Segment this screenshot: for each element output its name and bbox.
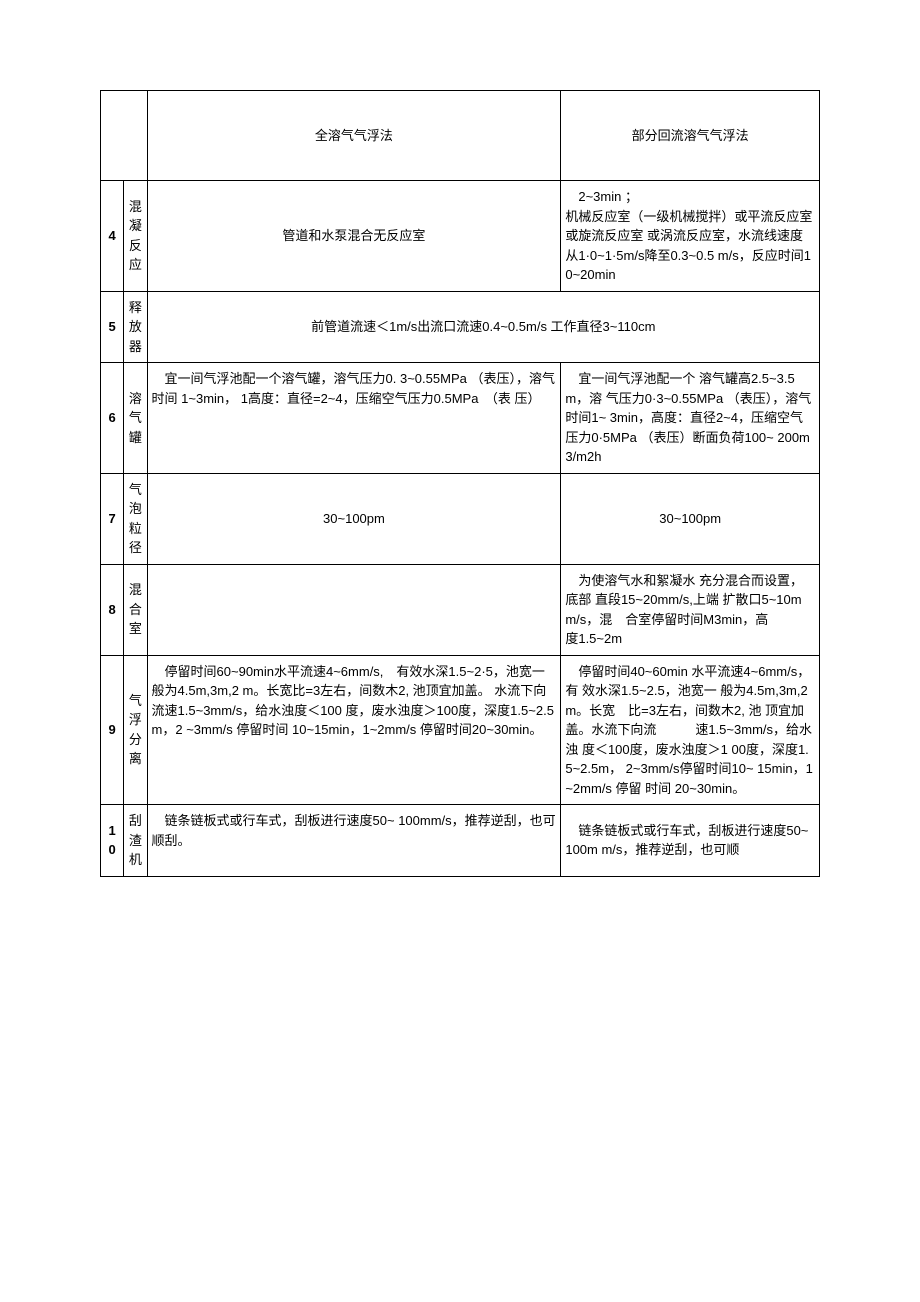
header-row: 全溶气气浮法 部分回流溶气气浮法 [101, 91, 820, 181]
row-m2: 30~100pm [561, 473, 820, 564]
row-name: 释放器 [124, 291, 147, 363]
row-name: 气泡粒径 [124, 473, 147, 564]
table-row: 6 溶气罐 宜一间气浮池配一个溶气罐，溶气压力0. 3~0.55MPa （表压）… [101, 363, 820, 474]
row-num: 7 [101, 473, 124, 564]
row-m2: 宜一间气浮池配一个 溶气罐高2.5~3.5m，溶 气压力0·3~0.55MPa … [561, 363, 820, 474]
row-name: 溶气罐 [124, 363, 147, 474]
row-m1: 停留时间60~90min水平流速4~6mm/s, 有效水深1.5~2·5，池宽一… [147, 655, 561, 805]
header-blank [101, 91, 148, 181]
table-row: 7 气泡粒径 30~100pm 30~100pm [101, 473, 820, 564]
row-m2: 链条链板式或行车式，刮板进行速度50~100m m/s，推荐逆刮，也可顺 [561, 805, 820, 877]
table-row: 4 混凝反应 管道和水泵混合无反应室 2~3min ； 机械反应室（一级机械搅拌… [101, 181, 820, 292]
row-num: 10 [101, 805, 124, 877]
row-name: 刮渣机 [124, 805, 147, 877]
row-name: 混凝反应 [124, 181, 147, 292]
row-m1: 管道和水泵混合无反应室 [147, 181, 561, 292]
row-m1: 30~100pm [147, 473, 561, 564]
table-row: 8 混合室 为使溶气水和絮凝水 充分混合而设置，底部 直段15~20mm/s,上… [101, 564, 820, 655]
row-name: 气浮 分离 [124, 655, 147, 805]
table-row: 5 释放器 前管道流速＜1m/s出流口流速0.4~0.5m/s 工作直径3~11… [101, 291, 820, 363]
row-m2: 2~3min ； 机械反应室（一级机械搅拌）或平流反应室或旋流反应室 或涡流反应… [561, 181, 820, 292]
row-num: 5 [101, 291, 124, 363]
header-method1: 全溶气气浮法 [147, 91, 561, 181]
row-m2: 为使溶气水和絮凝水 充分混合而设置，底部 直段15~20mm/s,上端 扩散口5… [561, 564, 820, 655]
row-m1: 链条链板式或行车式，刮板进行速度50~ 100mm/s，推荐逆刮，也可顺刮。 [147, 805, 561, 877]
row-m2: 停留时间40~60min 水平流速4~6mm/s，有 效水深1.5~2.5，池宽… [561, 655, 820, 805]
row-m1: 宜一间气浮池配一个溶气罐，溶气压力0. 3~0.55MPa （表压），溶气时间 … [147, 363, 561, 474]
row-num: 8 [101, 564, 124, 655]
row-merged: 前管道流速＜1m/s出流口流速0.4~0.5m/s 工作直径3~110cm [147, 291, 819, 363]
row-num: 9 [101, 655, 124, 805]
row-name: 混合室 [124, 564, 147, 655]
table-row: 10 刮渣机 链条链板式或行车式，刮板进行速度50~ 100mm/s，推荐逆刮，… [101, 805, 820, 877]
row-num: 6 [101, 363, 124, 474]
header-method2: 部分回流溶气气浮法 [561, 91, 820, 181]
comparison-table: 全溶气气浮法 部分回流溶气气浮法 4 混凝反应 管道和水泵混合无反应室 2~3m… [100, 90, 820, 877]
row-num: 4 [101, 181, 124, 292]
row-m1 [147, 564, 561, 655]
table-row: 9 气浮 分离 停留时间60~90min水平流速4~6mm/s, 有效水深1.5… [101, 655, 820, 805]
